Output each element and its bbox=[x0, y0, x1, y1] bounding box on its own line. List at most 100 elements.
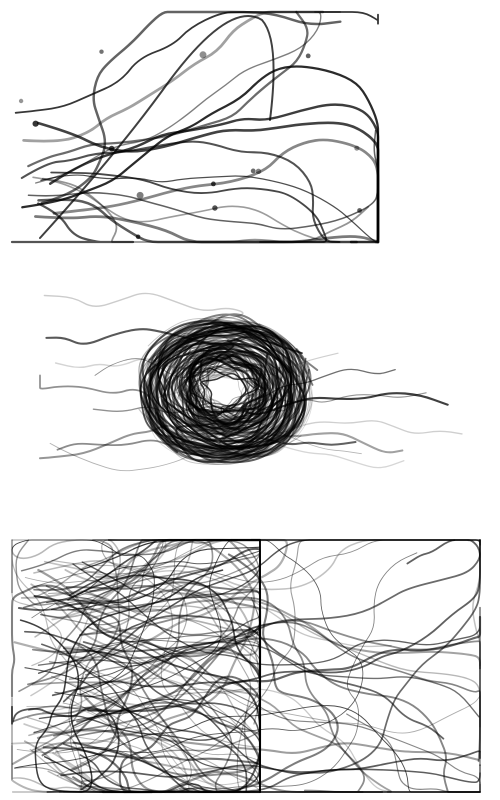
trajectory-trace bbox=[148, 321, 302, 457]
trajectory-trace bbox=[11, 538, 256, 765]
trajectory-trace bbox=[188, 360, 263, 421]
trajectory-trace bbox=[75, 621, 481, 753]
trajectory-trace bbox=[92, 321, 300, 458]
trajectory-point bbox=[357, 208, 362, 213]
trajectory-trace bbox=[185, 347, 404, 454]
trajectory-trace bbox=[27, 129, 379, 230]
circular-cluster-plot bbox=[38, 292, 463, 472]
trajectory-trace bbox=[193, 359, 259, 417]
trajectory-point bbox=[212, 205, 218, 211]
trajectory-trace bbox=[192, 357, 256, 414]
trajectory-trace bbox=[173, 351, 267, 432]
trajectory-trace bbox=[30, 583, 261, 697]
trajectory-point bbox=[255, 168, 262, 174]
trajectory-point bbox=[108, 145, 115, 152]
trajectory-trace bbox=[150, 321, 303, 459]
trajectory-trace bbox=[172, 345, 275, 433]
trajectory-trace bbox=[40, 10, 342, 205]
trajectory-trace bbox=[62, 614, 445, 740]
trajectory-point bbox=[199, 51, 207, 59]
trajectory-trace bbox=[193, 367, 249, 420]
trajectory-point bbox=[305, 53, 311, 59]
trajectory-trace bbox=[54, 358, 257, 422]
trajectory-trace bbox=[55, 552, 418, 790]
trajectory-trace bbox=[183, 353, 266, 421]
trajectory-trace bbox=[26, 685, 261, 786]
trajectory-point bbox=[250, 168, 256, 174]
trajectory-trace bbox=[53, 619, 481, 763]
trajectory-trace bbox=[11, 539, 121, 638]
trajectory-trace bbox=[46, 539, 261, 604]
trajectory-trace bbox=[143, 321, 294, 456]
trajectory-trace bbox=[15, 539, 261, 676]
sparse-trajectories-plot bbox=[10, 10, 380, 244]
trajectory-trace bbox=[171, 342, 282, 439]
trajectory-trace bbox=[62, 539, 481, 793]
trajectory-trace bbox=[178, 344, 271, 429]
trajectory-trace bbox=[86, 539, 364, 753]
trajectory-trace bbox=[191, 367, 260, 417]
trajectory-point bbox=[354, 145, 360, 151]
trajectory-trace bbox=[11, 705, 120, 791]
trajectory-trace bbox=[21, 65, 380, 242]
trajectory-trace bbox=[148, 324, 299, 455]
trajectory-trace bbox=[19, 569, 224, 793]
trajectory-trace bbox=[49, 321, 310, 472]
trajectory-trace bbox=[34, 215, 380, 244]
trajectory-trace bbox=[11, 539, 164, 619]
trajectory-trace bbox=[139, 321, 314, 460]
panel-bottom-dense-trajectories bbox=[0, 530, 500, 800]
trajectory-trace bbox=[67, 608, 392, 793]
trajectory-trace bbox=[89, 604, 481, 728]
trajectory-trace bbox=[163, 334, 280, 442]
trajectory-trace bbox=[147, 323, 463, 457]
trajectory-trace bbox=[16, 688, 481, 754]
trajectory-trace bbox=[43, 292, 305, 459]
trajectory-trace bbox=[14, 11, 379, 114]
trajectory-trace bbox=[72, 705, 481, 783]
trajectory-trace bbox=[163, 347, 287, 444]
trajectory-trace bbox=[155, 326, 294, 449]
trajectory-trace bbox=[14, 705, 481, 793]
trajectory-trace bbox=[181, 353, 271, 438]
trajectory-trace bbox=[72, 553, 339, 794]
panel-top-sparse-trajectories bbox=[0, 0, 500, 250]
trajectory-trace bbox=[138, 316, 307, 464]
trajectory-trace bbox=[33, 595, 261, 793]
trajectory-trace bbox=[84, 590, 481, 767]
trajectory-trace bbox=[154, 329, 339, 455]
trajectory-trace bbox=[24, 630, 261, 793]
trajectory-trace bbox=[182, 355, 269, 429]
trajectory-trace bbox=[10, 202, 135, 244]
trajectory-trace bbox=[158, 330, 294, 443]
trajectory-trace bbox=[20, 140, 341, 244]
trajectory-trace bbox=[143, 326, 362, 455]
trajectory-trace bbox=[81, 539, 261, 782]
trajectory-trace bbox=[162, 331, 292, 444]
trajectory-trace bbox=[50, 171, 328, 243]
trajectory-trace bbox=[167, 337, 279, 440]
trajectory-trace bbox=[150, 331, 301, 455]
trajectory-trace bbox=[44, 756, 384, 793]
trajectory-trace bbox=[72, 563, 481, 670]
trajectory-trace bbox=[160, 329, 292, 448]
trajectory-trace bbox=[40, 174, 379, 243]
trajectory-trace bbox=[188, 361, 396, 423]
trajectory-trace bbox=[174, 355, 276, 440]
trajectory-trace bbox=[36, 121, 380, 244]
trajectory-trace bbox=[151, 326, 298, 456]
trajectory-trace bbox=[33, 539, 456, 591]
trajectory-trace bbox=[27, 10, 309, 168]
trajectory-trace bbox=[55, 584, 261, 793]
trajectory-trace bbox=[192, 367, 259, 418]
trajectory-trace bbox=[191, 359, 260, 420]
trajectory-trace bbox=[149, 319, 298, 457]
trajectory-trace bbox=[170, 345, 405, 469]
trajectory-trace bbox=[138, 318, 313, 465]
trajectory-trace bbox=[146, 321, 313, 464]
trajectory-trace bbox=[138, 324, 301, 459]
trajectory-point bbox=[99, 49, 104, 54]
trajectory-trace bbox=[193, 355, 427, 416]
trajectory-trace bbox=[177, 349, 269, 430]
trajectory-point bbox=[136, 191, 144, 199]
